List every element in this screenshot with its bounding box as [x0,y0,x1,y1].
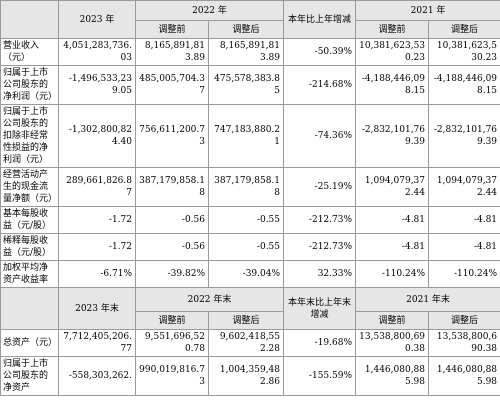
value-cell: 10,381,623,530.23 [428,38,500,66]
value-cell: -2,832,101,769.39 [355,104,430,168]
value-cell: 13,538,800,690.38 [428,329,500,357]
value-cell: 9,602,418,552.28 [207,329,285,357]
header-cell: 调整后 [428,311,500,330]
table-row: 归属于上市公司股东的扣除非经常性损益的净利润（元） -1,302,800,824.… [0,104,500,168]
value-cell: 4,051,283,736.03 [58,38,136,66]
value-cell: -25.19% [283,167,357,207]
value-cell: 8,165,891,813.89 [207,38,285,66]
value-cell: -1.72 [58,206,136,234]
table-row: 加权平均净资产收益率 -6.71% -39.82% -39.04% 32.33% -110… [0,260,500,288]
value-cell: 387,179,858.18 [207,167,285,207]
table-row: 稀释每股收益（元/股） -1.72 -0.56 -0.55 -212.73% -4.81-… [0,233,500,261]
table-row: 基本每股收益（元/股） -1.72 -0.56 -0.55 -212.73% -4.81-… [0,206,500,234]
row-label: 归属于上市公司股东的扣除非经常性损益的净利润（元） [0,104,59,168]
value-cell: 1,094,079,372.44 [428,167,500,207]
header-cell: 2022 年 [134,0,285,21]
value-cell: -4.81 [428,233,500,261]
value-cell: -0.56 [135,233,209,261]
value-cell: -4,188,446,098.15 [355,65,430,105]
header-cell: 调整前 [135,20,209,39]
value-cell: -6.71% [58,260,136,288]
header-cell: 2022 年末 [134,287,285,312]
value-cell: -4.81 [428,206,500,234]
header-cell: 2023 年末 [58,287,136,330]
header-cell [0,0,59,39]
row-label: 加权平均净资产收益率 [0,260,59,288]
value-cell: 1,004,359,482.86 [207,356,285,396]
value-cell: -74.36% [283,104,357,168]
table: 2023 年 2022 年 本年比上年增减 2021 年 调整前 调整后 调整前… [0,0,500,396]
value-cell: 485,005,704.37 [135,65,209,105]
value-cell: -110.24% [355,260,430,288]
row-label: 基本每股收益（元/股） [0,206,59,234]
row-label: 总资产（元） [0,329,59,357]
value-cell: -1,496,533,239.05 [58,65,136,105]
value-cell: -19.68% [283,329,357,357]
value-cell: -4.81 [355,206,430,234]
row-label: 经营活动产生的现金流量净额（元） [0,167,59,207]
value-cell: -2,832,101,769.39 [428,104,500,168]
header-cell: 2021 年 [355,0,500,21]
value-cell: -0.56 [135,206,209,234]
value-cell: -4.81 [355,233,430,261]
row-label: 归属于上市公司股东的净资产 [0,356,59,396]
header-cell: 2021 年末 [355,287,500,312]
table-row: 归属于上市公司股东的净资产 -558,303,262. 990,019,816.73… [0,356,500,396]
header-cell: 调整前 [355,311,430,330]
value-cell: 13,538,800,690.38 [355,329,430,357]
value-cell: 475,578,383.85 [207,65,285,105]
value-cell: 8,165,891,813.89 [135,38,209,66]
row-label: 归属于上市公司股东的净利润（元） [0,65,59,105]
value-cell: 1,446,080,885.98 [428,356,500,396]
value-cell: -39.04% [207,260,285,288]
value-cell: 32.33% [283,260,357,288]
table-row: 归属于上市公司股东的净利润（元） -1,496,533,239.05 485,005… [0,65,500,105]
table-row: 经营活动产生的现金流量净额（元） 289,661,826.87 387,179,85… [0,167,500,207]
value-cell: 747,183,880.21 [207,104,285,168]
value-cell: 387,179,858.18 [135,167,209,207]
value-cell: -1,302,800,824.40 [58,104,136,168]
value-cell: -212.73% [283,206,357,234]
header-cell: 本年比上年增减 [283,0,357,39]
value-cell: -212.73% [283,233,357,261]
header-cell: 调整后 [207,311,285,330]
header-cell: 2023 年 [58,0,136,39]
value-cell: -558,303,262. [58,356,136,396]
header-cell: 调整前 [135,311,209,330]
header-cell: 调整后 [428,20,500,39]
value-cell: 10,381,623,530.23 [355,38,430,66]
value-cell: 7,712,405,206.77 [58,329,136,357]
header-cell: 调整前 [355,20,430,39]
value-cell: -110.24% [428,260,500,288]
value-cell: -1.72 [58,233,136,261]
header-cell: 本年末比上年末增减 [283,287,357,330]
row-label: 营业收入（元） [0,38,59,66]
value-cell: -4,188,446,098.15 [428,65,500,105]
table-row: 营业收入（元） 4,051,283,736.03 8,165,891,813.89 8… [0,38,500,66]
table-row: 总资产（元） 7,712,405,206.77 9,551,696,520.78 9,… [0,329,500,357]
value-cell: 1,094,079,372.44 [355,167,430,207]
value-cell: 9,551,696,520.78 [135,329,209,357]
value-cell: -50.39% [283,38,357,66]
header-cell: 调整后 [207,20,285,39]
value-cell: -0.55 [207,233,285,261]
value-cell: 1,446,080,885.98 [355,356,430,396]
value-cell: 756,611,200.73 [135,104,209,168]
value-cell: -214.68% [283,65,357,105]
row-label: 稀释每股收益（元/股） [0,233,59,261]
value-cell: 990,019,816.73 [135,356,209,396]
header-cell [0,287,59,330]
value-cell: -155.59% [283,356,357,396]
value-cell: -39.82% [135,260,209,288]
value-cell: 289,661,826.87 [58,167,136,207]
value-cell: -0.55 [207,206,285,234]
